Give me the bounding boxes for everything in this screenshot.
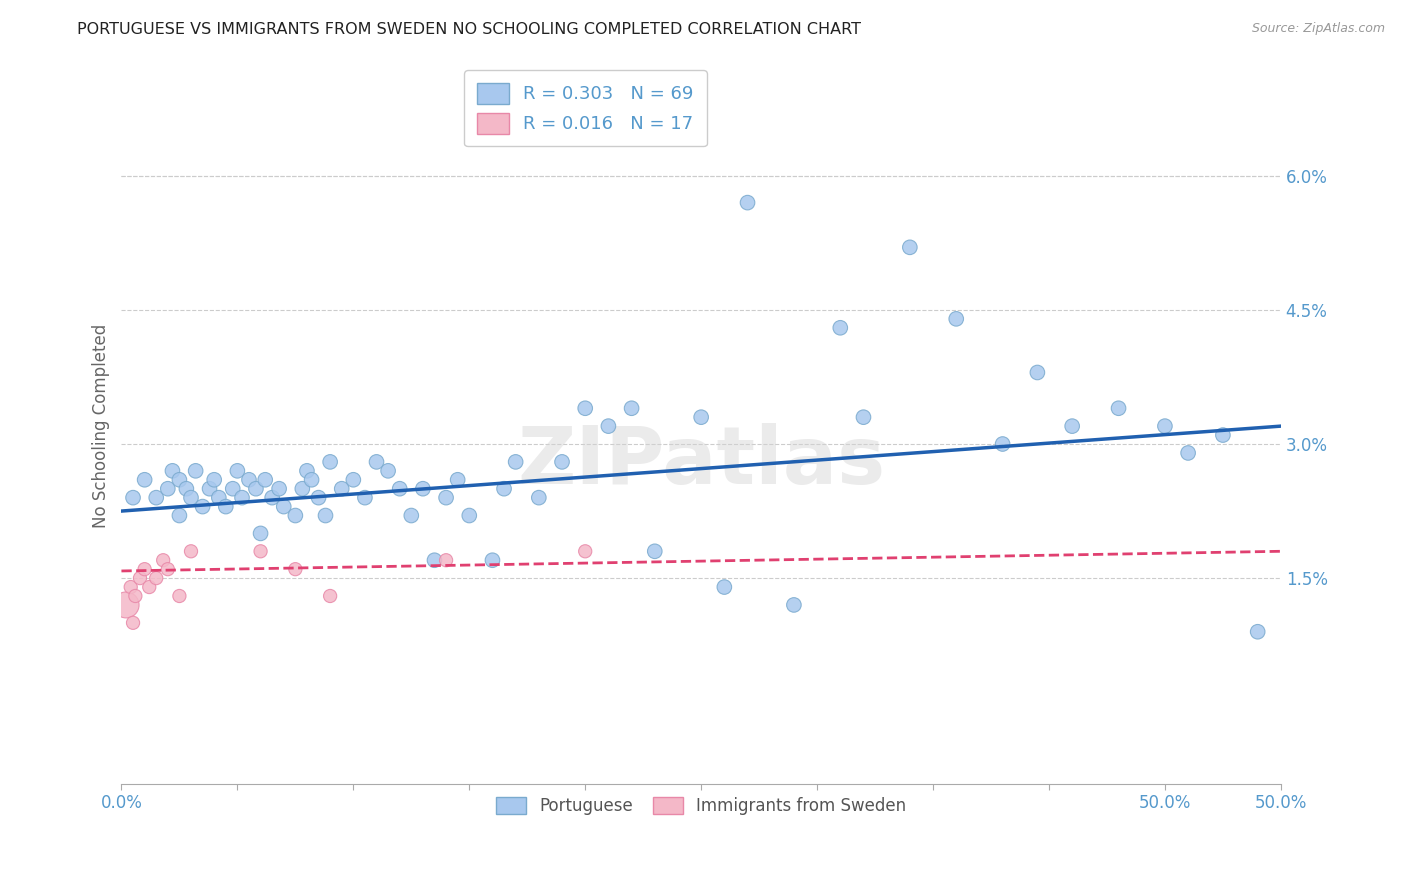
Point [319,455,342,469]
Point [1108,401,1130,416]
Point [249,544,271,558]
Point [1026,366,1049,380]
Point [122,615,145,630]
Point [713,580,735,594]
Point [830,320,852,334]
Point [156,482,179,496]
Point [388,482,411,496]
Point [412,482,434,496]
Point [458,508,481,523]
Point [447,473,470,487]
Point [342,473,364,487]
Point [156,562,179,576]
Point [783,598,806,612]
Point [191,500,214,514]
Point [423,553,446,567]
Point [120,580,142,594]
Legend: Portuguese, Immigrants from Sweden: Portuguese, Immigrants from Sweden [486,788,917,825]
Point [180,544,202,558]
Point [598,419,620,434]
Point [180,491,202,505]
Point [1154,419,1177,434]
Point [319,589,342,603]
Point [315,508,337,523]
Point [152,553,174,567]
Point [620,401,643,416]
Point [1212,428,1234,442]
Point [291,482,314,496]
Point [124,589,146,603]
Point [330,482,353,496]
Point [145,571,167,585]
Point [898,240,921,254]
Point [138,580,160,594]
Point [308,491,330,505]
Point [377,464,399,478]
Point [434,491,457,505]
Point [222,482,245,496]
Point [852,410,875,425]
Point [231,491,253,505]
Text: PORTUGUESE VS IMMIGRANTS FROM SWEDEN NO SCHOOLING COMPLETED CORRELATION CHART: PORTUGUESE VS IMMIGRANTS FROM SWEDEN NO … [77,22,862,37]
Point [198,482,221,496]
Point [262,491,284,505]
Point [434,553,457,567]
Point [551,455,574,469]
Point [208,491,231,505]
Point [254,473,277,487]
Point [134,473,156,487]
Point [991,437,1014,451]
Point [184,464,207,478]
Text: ZIPatlas: ZIPatlas [517,423,886,501]
Point [945,311,967,326]
Point [527,491,550,505]
Point [115,598,138,612]
Point [202,473,225,487]
Point [215,500,238,514]
Point [1177,446,1199,460]
Text: Source: ZipAtlas.com: Source: ZipAtlas.com [1251,22,1385,36]
Point [574,544,596,558]
Point [169,508,191,523]
Point [366,455,388,469]
Point [690,410,713,425]
Point [401,508,423,523]
Point [129,571,152,585]
Point [226,464,249,478]
Point [574,401,596,416]
Point [162,464,184,478]
Point [169,589,191,603]
Point [284,508,307,523]
Point [134,562,156,576]
Point [301,473,323,487]
Point [122,491,145,505]
Point [284,562,307,576]
Point [245,482,267,496]
Point [644,544,666,558]
Point [1247,624,1270,639]
Y-axis label: No Schooling Completed: No Schooling Completed [93,324,110,528]
Point [295,464,318,478]
Point [176,482,198,496]
Point [1062,419,1084,434]
Point [145,491,167,505]
Point [169,473,191,487]
Point [481,553,503,567]
Point [737,195,759,210]
Point [494,482,516,496]
Point [269,482,291,496]
Point [354,491,377,505]
Point [249,526,271,541]
Point [505,455,527,469]
Point [273,500,295,514]
Point [238,473,260,487]
